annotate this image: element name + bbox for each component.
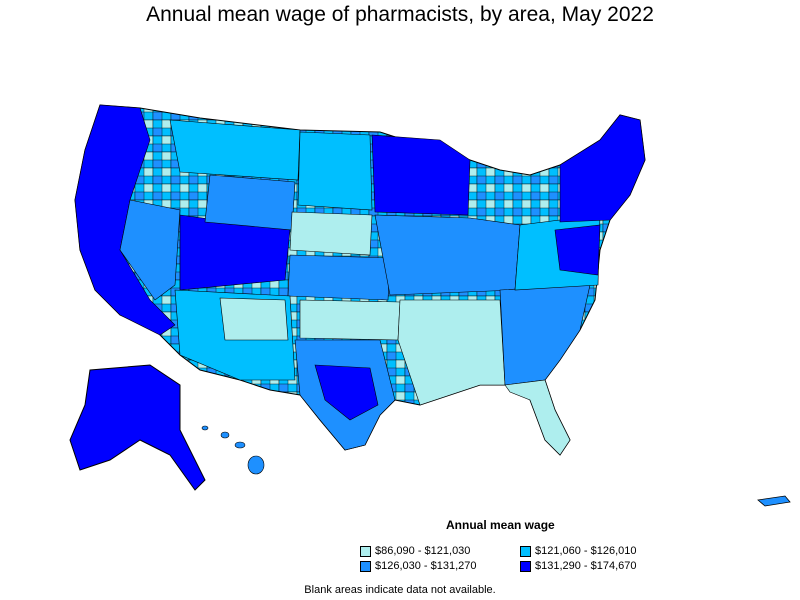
alaska-region [69,364,206,491]
oklahoma-region [299,299,401,341]
legend-swatch [520,560,531,572]
new-mexico-low-region [219,297,289,341]
legend-title: Annual mean wage [446,518,555,532]
wyoming-region [204,174,296,231]
mid-atlantic-high-region [554,224,601,276]
legend-item-low: $121,060 - $126,010 [520,545,690,557]
legend-label: $126,030 - $131,270 [375,560,477,572]
legend-swatch [520,545,531,557]
legend-item-mid: $126,030 - $131,270 [360,560,520,572]
contiguous-us [74,104,646,456]
texas-high-region [314,364,379,421]
legend-item-lowest: $86,090 - $121,030 [360,545,520,557]
legend-swatch [360,545,371,557]
legend: $86,090 - $121,030 $121,060 - $126,010 $… [360,545,700,572]
us-wage-map [69,104,791,507]
south-central-region [397,299,506,406]
northeast-region [559,114,646,223]
montana-region [169,119,301,181]
legend-label: $121,060 - $126,010 [535,545,637,557]
west-coast-region [74,104,176,336]
legend-label: $86,090 - $121,030 [375,545,471,557]
kansas-region [287,254,391,301]
footnote: Blank areas indicate data not available. [304,584,496,596]
legend-label: $131,290 - $174,670 [535,560,637,572]
southeast-region [499,284,591,386]
plains-central-region [289,211,373,256]
legend-item-highest: $131,290 - $174,670 [520,560,690,572]
upper-midwest-region [371,134,471,216]
florida-region [504,379,571,456]
puerto-rico-region [757,495,791,507]
midwest-region [374,214,521,296]
hawaii-region [201,425,265,475]
nevada-region [119,199,181,301]
plains-north-region [297,131,373,211]
map-title: Annual mean wage of pharmacists, by area… [146,3,654,26]
legend-swatch [360,560,371,572]
